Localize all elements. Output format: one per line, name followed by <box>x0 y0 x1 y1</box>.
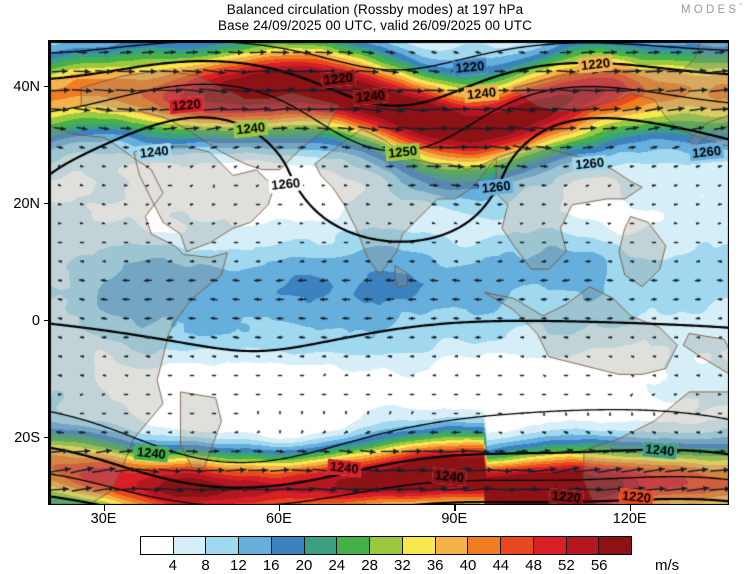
colorbar-swatch <box>239 537 272 554</box>
x-axis-label: 60E <box>265 511 292 527</box>
colorbar-tick-label: 20 <box>295 557 313 574</box>
y-axis-tick <box>44 319 51 322</box>
colorbar-tick-label: 28 <box>361 557 378 574</box>
colorbar-swatch <box>337 537 371 554</box>
y-axis-tick <box>44 85 51 88</box>
colorbar-tick-label: 48 <box>525 557 542 574</box>
logo-text: MODES <box>681 3 740 16</box>
y-axis-label: 20N <box>13 195 40 212</box>
modes-logo: MODES° <box>681 3 742 16</box>
colorbar-swatch <box>370 537 403 554</box>
colorbar-tick-label: 16 <box>262 557 280 574</box>
colorbar-unit-label: m/s <box>655 557 680 574</box>
title-line-2: Base 24/09/2025 00 UTC, valid 26/09/2025… <box>218 17 532 33</box>
page-title: Balanced circulation (Rossby modes) at 1… <box>0 2 750 33</box>
colorbar-tick-label: 52 <box>558 557 575 574</box>
y-axis-tick <box>44 202 51 205</box>
x-axis-tick <box>629 504 632 511</box>
y-axis-label: 0 <box>31 312 40 329</box>
x-axis-tick <box>278 504 281 511</box>
x-axis-tick <box>454 504 456 511</box>
colorbar-swatch <box>566 537 600 554</box>
y-axis-label: 20S <box>14 429 40 446</box>
colorbar-swatch <box>206 537 240 554</box>
colorbar-tick-label: 36 <box>426 557 444 574</box>
map-plot-area <box>48 40 729 505</box>
colorbar-swatch <box>402 537 436 554</box>
colorbar-swatch <box>304 537 338 554</box>
colorbar-swatch <box>141 537 174 554</box>
colorbar-swatch <box>271 537 305 554</box>
colorbar-swatch <box>468 537 502 554</box>
colorbar-swatches <box>140 536 632 555</box>
x-axis-label: 30E <box>90 511 117 527</box>
colorbar-tick-label: 56 <box>590 557 608 574</box>
colorbar-swatch <box>173 537 207 554</box>
colorbar-tick-label: 40 <box>459 557 477 574</box>
colorbar-swatch <box>533 537 567 554</box>
x-axis-label: 120E <box>612 511 647 527</box>
colorbar-tick-label: 24 <box>328 557 346 574</box>
colorbar-legend: 4 8 12 16 20 24 28 32 36 40 44 48 52 56 m/s <box>0 536 750 574</box>
colorbar-swatch <box>501 537 534 554</box>
colorbar-tick-label: 8 <box>201 557 210 574</box>
colorbar-tick-label: 32 <box>394 557 411 574</box>
colorbar-tick-label: 12 <box>230 557 247 574</box>
title-line-1: Balanced circulation (Rossby modes) at 1… <box>226 2 524 17</box>
weather-map-canvas <box>49 41 728 504</box>
y-axis-tick <box>44 436 51 439</box>
y-axis-label: 40N <box>13 78 40 95</box>
colorbar-tick-label: 4 <box>168 557 177 574</box>
x-axis-label: 90E <box>441 511 468 527</box>
colorbar-swatch <box>435 537 469 554</box>
colorbar-swatch <box>599 537 632 554</box>
x-axis-tick <box>103 504 106 511</box>
logo-mark: ° <box>739 3 742 10</box>
colorbar-tick-label: 44 <box>492 557 510 574</box>
